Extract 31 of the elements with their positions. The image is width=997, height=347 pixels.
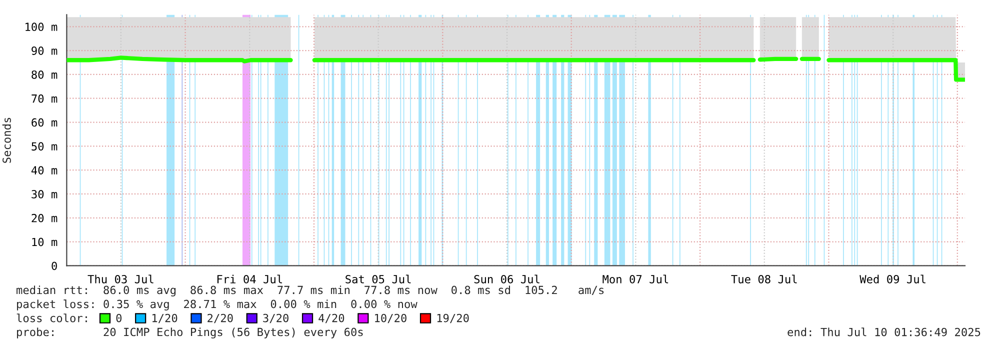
y-tick-label: 30 m bbox=[32, 190, 58, 198]
y-tick-label: 0 bbox=[52, 262, 57, 270]
y-tick-label: 60 m bbox=[32, 118, 58, 127]
legend-label: 19/20 bbox=[437, 314, 469, 324]
x-tick-label: Tue 08 Jul bbox=[731, 274, 797, 284]
text: probe: 20 ICMP Echo Pings (56 Bytes) every 60s bbox=[17, 328, 363, 338]
text: packet loss: 0.35 % avg 28.71 % max 0.00 % min 0.00 % now bbox=[17, 300, 418, 310]
legend-label: 4/20 bbox=[318, 314, 344, 324]
legend-label: 3/20 bbox=[263, 314, 288, 324]
text: median rtt: 86.0 ms avg 86.8 ms max 77.7 ms min 77.8 ms now 0.8 ms sd 105.2 am/s bbox=[16, 286, 604, 296]
y-axis-title: Seconds bbox=[2, 118, 11, 163]
y-tick-label: 20 m bbox=[32, 214, 58, 222]
x-tick-label: Fri 04 Jul bbox=[217, 274, 282, 284]
legend-label: 0 bbox=[116, 314, 122, 322]
text: end: Thu Jul 10 01:36:49 2025 bbox=[788, 328, 980, 336]
y-tick-label: 70 m bbox=[32, 94, 58, 103]
y-tick-label: 80 m bbox=[32, 70, 58, 79]
x-tick-label: Mon 07 Jul bbox=[602, 274, 668, 284]
y-tick-label: 40 m bbox=[31, 166, 58, 174]
y-tick-label: 90 m bbox=[32, 46, 58, 55]
legend-label: 2/20 bbox=[208, 314, 233, 324]
y-tick-label: 50 m bbox=[32, 142, 58, 151]
y-tick-label: 100 m bbox=[26, 22, 58, 32]
x-tick-label: Sat 05 Jul bbox=[346, 274, 411, 284]
x-tick-label: Sun 06 Jul bbox=[474, 274, 540, 284]
x-tick-label: Wed 09 Jul bbox=[860, 274, 926, 284]
y-tick-label: 10 m bbox=[32, 238, 58, 246]
legend-label: 1/20 bbox=[152, 314, 178, 324]
legend-title: loss color: bbox=[16, 314, 87, 322]
x-tick-label: Thu 03 Jul bbox=[88, 274, 154, 284]
legend-label: 10/20 bbox=[375, 314, 406, 324]
